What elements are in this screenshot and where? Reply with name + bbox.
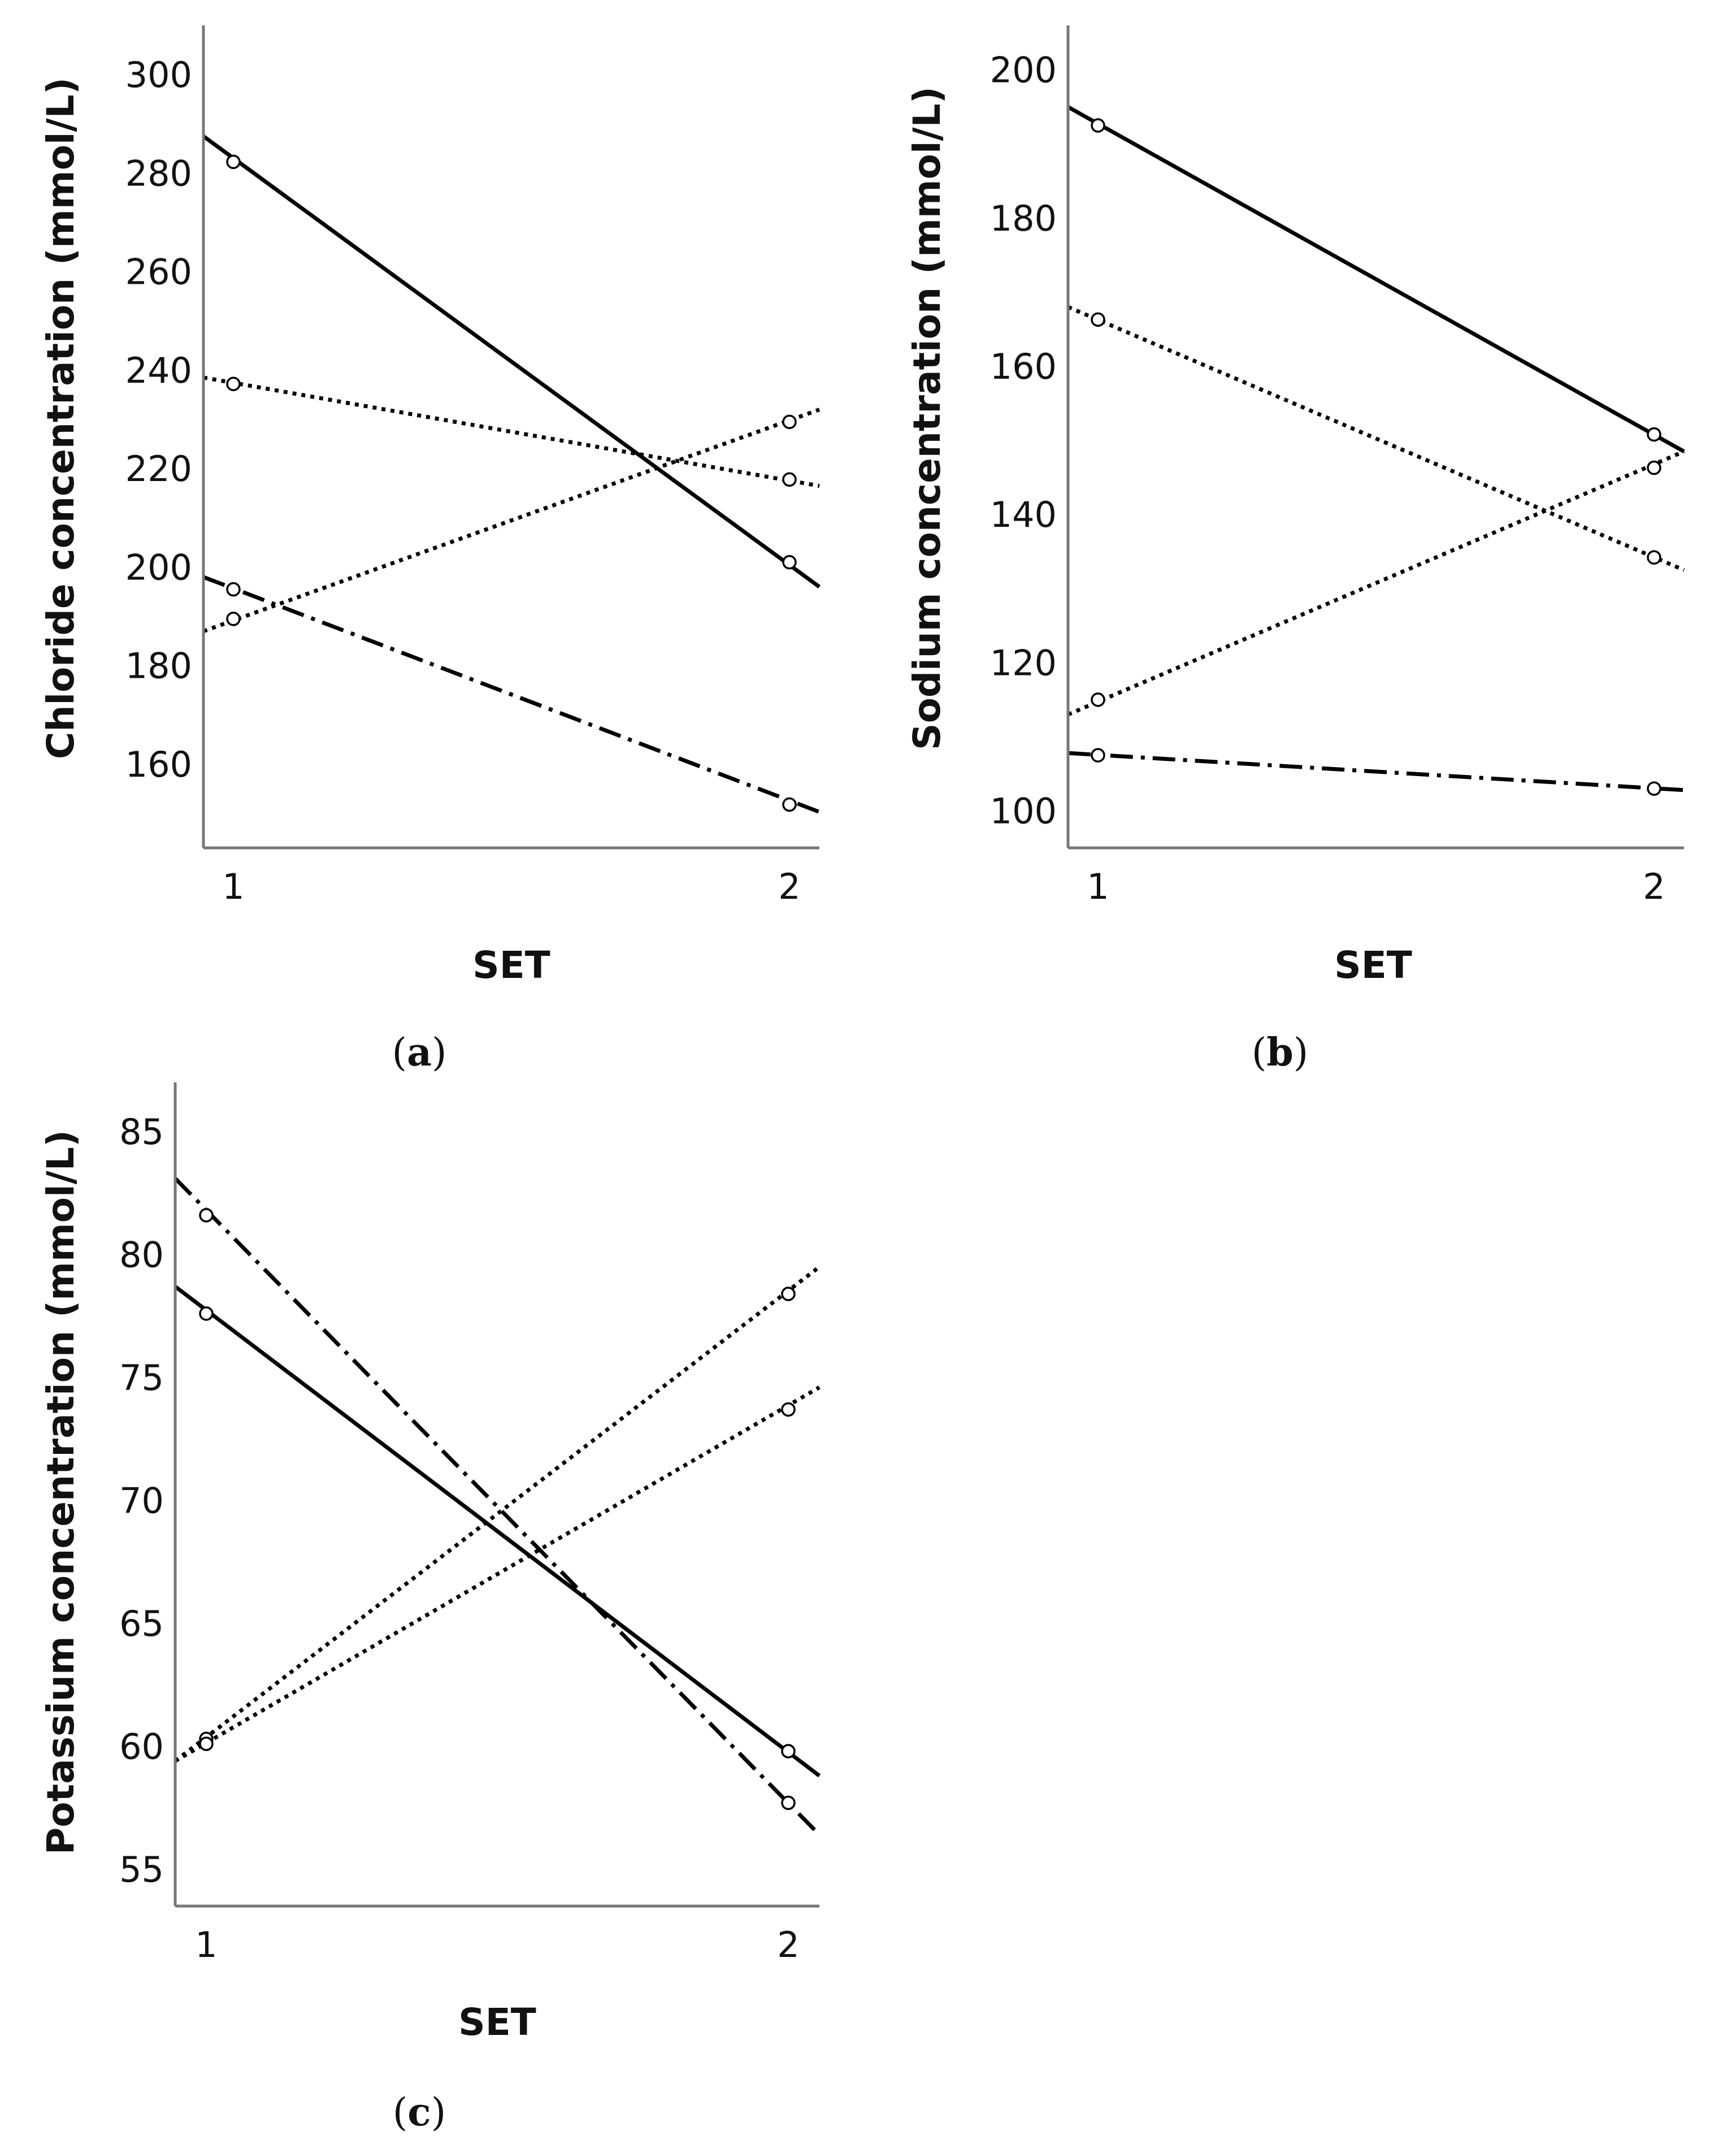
- panel-a-y-tick-label: 300: [125, 54, 192, 96]
- panel-c-axes: [173, 1082, 819, 1908]
- panel-b-series-1-point: [1091, 118, 1105, 133]
- panel-c-series-2-point: [781, 1795, 796, 1811]
- panel-a-y-tick-label: 160: [125, 744, 192, 785]
- panel-a-caption-part: (: [392, 1030, 407, 1075]
- panel-a-caption-part: ): [432, 1030, 447, 1075]
- panel-c-x-tick-label: 1: [195, 1924, 217, 1965]
- panel-a-x-tick-label: 2: [778, 866, 800, 907]
- panel-c-series-1-point: [199, 1306, 214, 1321]
- panel-b-y-tick-label: 180: [990, 198, 1057, 239]
- panel-a-series-1-point: [782, 555, 797, 570]
- panel-b-caption-part: (: [1252, 1030, 1267, 1075]
- panel-a-series-4-point: [782, 797, 797, 812]
- panel-a-x-tick-label: 1: [222, 866, 244, 907]
- panel-c-y-tick-label: 80: [119, 1234, 164, 1275]
- panel-b-series-2-point: [1647, 550, 1661, 565]
- panel-c-series-4-point: [781, 1402, 796, 1417]
- panel-b-y-ticks: 100 120 140 160 180 200: [990, 50, 1057, 832]
- panel-b-series-4-line: [1067, 751, 1685, 792]
- panel-b-series-3-point: [1647, 460, 1661, 475]
- panel-c-y-tick-label: 85: [119, 1111, 164, 1153]
- panel-a-series-2-point: [782, 472, 797, 487]
- panel-a-y-tick-label: 220: [125, 448, 192, 490]
- panel-a-series-1-line: [202, 135, 821, 589]
- panel-c-caption-part: (: [393, 2090, 408, 2135]
- panel-b-x-tick-label: 2: [1643, 866, 1665, 907]
- panel-a-series-2-line: [203, 375, 820, 488]
- panel-b-y-tick-label: 200: [990, 50, 1057, 91]
- panel-c-series-4-line: [174, 1385, 821, 1763]
- panel-c-y-tick-label: 65: [119, 1603, 164, 1644]
- panel-b-series-1-line: [1067, 105, 1685, 453]
- panel-a-series-2-point: [226, 376, 241, 392]
- panel-b-series-4-point: [1091, 748, 1105, 763]
- panel-c-caption: (c): [393, 2090, 446, 2135]
- panel-b-series-4-point: [1647, 781, 1661, 796]
- panel-a-y-tick-label: 280: [125, 153, 192, 194]
- panel-b-series-1-point: [1647, 427, 1661, 442]
- panel-a-series-4-point: [226, 582, 241, 597]
- panel-c-x-tick-label: 2: [777, 1924, 799, 1965]
- panel-b-caption: (b): [1252, 1030, 1309, 1075]
- panel-b-caption-part: ): [1294, 1030, 1309, 1075]
- panel-b-series-2-point: [1091, 312, 1105, 327]
- panel-c-y-tick-label: 60: [119, 1726, 164, 1767]
- panel-c-y-tick-label: 75: [119, 1357, 164, 1398]
- panel-b-x-axis-title: SET: [1334, 943, 1412, 987]
- panel-a-y-tick-label: 200: [125, 547, 192, 588]
- panel-c-series-1-point: [781, 1744, 796, 1759]
- panel-a-y-tick-label: 180: [125, 646, 192, 687]
- panel-a-x-axis-title: SET: [472, 943, 550, 987]
- panel-b-series-3-line: [1067, 449, 1685, 717]
- panel-b-y-tick-label: 140: [990, 494, 1057, 535]
- panel-a-series: [202, 135, 821, 814]
- panel-b-caption-part: b: [1266, 1030, 1294, 1075]
- panel-c-y-axis-title: Potassium concentration (mmol/L): [39, 1130, 83, 1855]
- panel-c-caption-part: c: [407, 2090, 431, 2135]
- panel-c-series-3-line: [173, 1265, 821, 1763]
- panel-a-axes: [202, 25, 819, 850]
- panel-c-series-4-point: [199, 1736, 214, 1751]
- panel-a-y-axis-title: Chloride concentration (mmol/L): [39, 77, 83, 759]
- panel-b-y-tick-label: 120: [990, 642, 1057, 683]
- panel-c-y-tick-label: 70: [119, 1480, 164, 1521]
- panel-c-series: [173, 1177, 821, 1837]
- panel-a-series-4-line: [202, 575, 821, 814]
- panel-a-y-ticks: 160 180 200 220 240 260 280 300: [125, 54, 192, 785]
- panel-b-series: [1067, 105, 1685, 796]
- panel-a-series-3-point: [226, 612, 241, 626]
- panel-a-y-tick-label: 260: [125, 252, 192, 293]
- panel-b-x-tick-label: 1: [1087, 866, 1109, 907]
- panel-a-series-3-line: [202, 408, 821, 633]
- panel-c-series-3-point: [781, 1287, 796, 1301]
- panel-b-y-tick-label: 160: [990, 346, 1057, 387]
- panel-c-series-2-point: [199, 1208, 214, 1223]
- panel-a-caption-part: a: [407, 1030, 432, 1075]
- panel-c-series-1-line: [173, 1285, 821, 1778]
- panel-b-y-axis-title: Sodium concentration (mmol/L): [905, 86, 949, 750]
- panel-b-y-tick-label: 100: [990, 790, 1057, 832]
- panel-c-caption-part: ): [431, 2090, 446, 2135]
- panel-a-caption: (a): [392, 1030, 446, 1075]
- panel-c-y-tick-label: 55: [119, 1849, 164, 1890]
- panel-a-series-3-point: [782, 414, 797, 430]
- panel-c-series-2-line: [173, 1177, 821, 1837]
- panel-a-series-1-point: [226, 154, 241, 170]
- panel-c-x-axis-title: SET: [458, 2000, 536, 2044]
- panel-b-axes: [1066, 25, 1684, 850]
- panel-b-series-3-point: [1091, 692, 1105, 707]
- panel-a-y-tick-label: 240: [125, 350, 192, 391]
- panel-b-series-2-line: [1067, 305, 1685, 572]
- panel-c-y-ticks: 55 60 65 70 75 80 85: [119, 1111, 164, 1890]
